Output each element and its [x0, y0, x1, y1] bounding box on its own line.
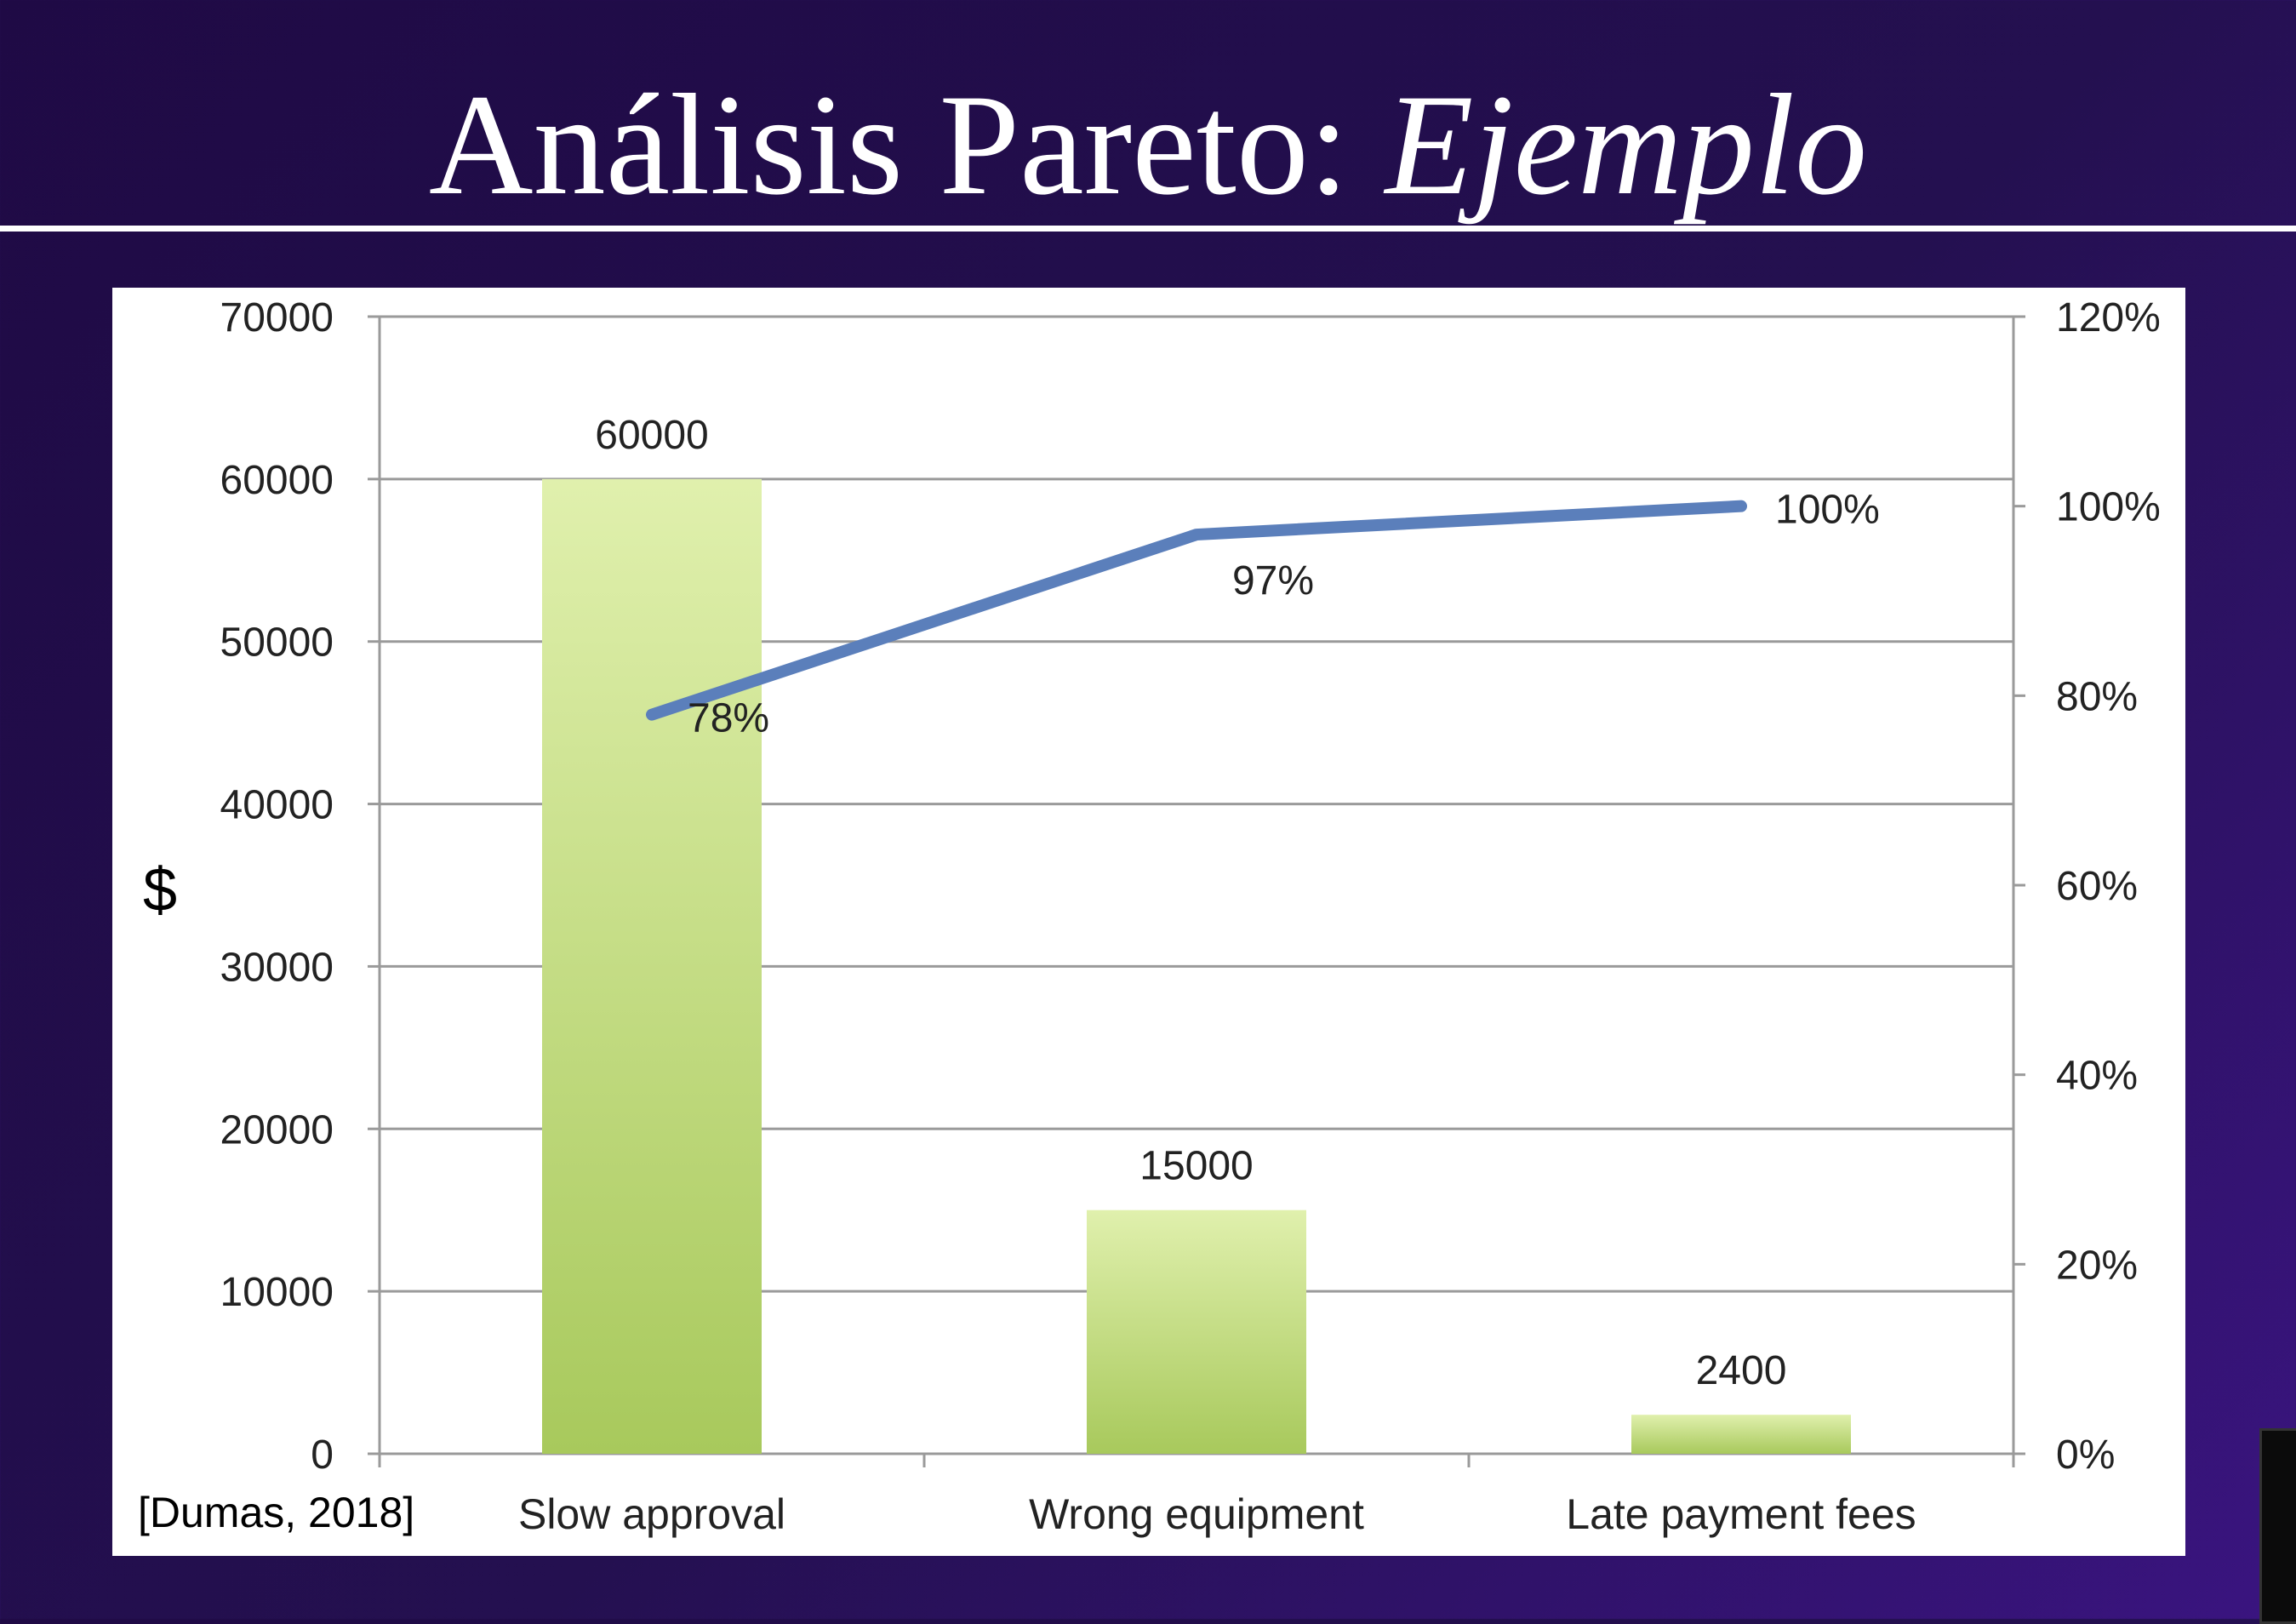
- y-tick-label: 70000: [220, 295, 334, 340]
- y-tick-label: 50000: [220, 620, 334, 666]
- bar: [1087, 1209, 1306, 1454]
- y2-tick-label: 120%: [2056, 295, 2161, 340]
- bar: [542, 478, 762, 1454]
- title-divider: [0, 226, 2296, 232]
- y-axis-label: $: [143, 856, 177, 924]
- y2-tick-label: 20%: [2056, 1243, 2138, 1288]
- y2-tick-label: 0%: [2056, 1432, 2115, 1478]
- title-main-text: Análisis Pareto:: [428, 65, 1385, 225]
- y2-tick-label: 80%: [2056, 674, 2138, 719]
- y2-tick-label: 40%: [2056, 1054, 2138, 1099]
- line-data-label: 78%: [688, 696, 769, 741]
- y-tick-label: 40000: [220, 783, 334, 828]
- slide-thumbnail-edge: [2259, 1428, 2296, 1624]
- y2-tick-label: 100%: [2056, 485, 2161, 530]
- bar-data-label: 15000: [1139, 1144, 1253, 1189]
- line-data-label: 97%: [1232, 558, 1314, 603]
- bar-data-label: 60000: [595, 413, 708, 458]
- bar: [1631, 1415, 1851, 1454]
- y-tick-label: 60000: [220, 458, 334, 503]
- x-category-label: Slow approval: [518, 1490, 785, 1538]
- y-tick-label: 30000: [220, 945, 334, 990]
- y-tick-label: 0: [311, 1432, 334, 1478]
- citation: [Dumas, 2018]: [138, 1489, 415, 1536]
- y2-tick-label: 60%: [2056, 864, 2138, 909]
- y-tick-label: 20000: [220, 1107, 334, 1152]
- y-tick-label: 10000: [220, 1270, 334, 1315]
- chart-canvas: 0 10000 20000 30000 40000 50000 60000 70000 0% 20…: [143, 295, 2161, 1538]
- slide-title: Análisis Pareto: Ejemplo: [0, 60, 2296, 230]
- x-category-label: Late payment fees: [1566, 1490, 1916, 1538]
- bar-data-label: 2400: [1696, 1348, 1787, 1393]
- pareto-chart: 0 10000 20000 30000 40000 50000 60000 70000 0% 20…: [112, 288, 2185, 1556]
- cumulative-line: [646, 500, 1747, 721]
- title-emphasis-text: Ejemplo: [1385, 65, 1868, 225]
- line-data-label: 100%: [1775, 488, 1880, 533]
- x-category-label: Wrong equipment: [1029, 1490, 1364, 1538]
